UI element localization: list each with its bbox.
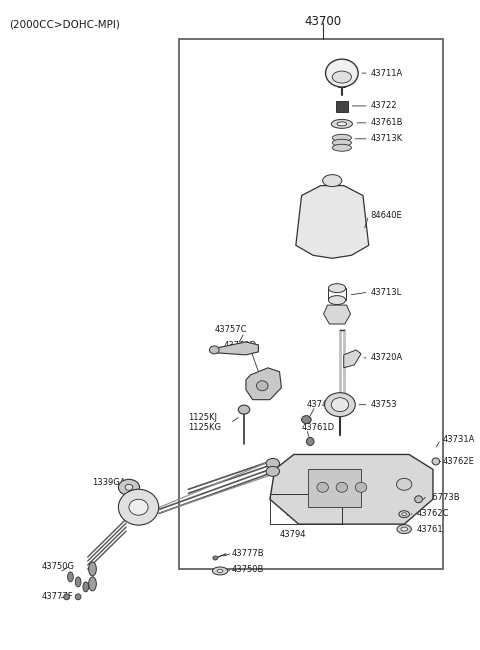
Bar <box>179 39 443 569</box>
Text: 43743D: 43743D <box>306 400 339 409</box>
Ellipse shape <box>399 511 409 517</box>
Text: 43720A: 43720A <box>371 354 403 362</box>
Ellipse shape <box>336 482 348 492</box>
Ellipse shape <box>217 569 223 573</box>
Ellipse shape <box>306 437 314 445</box>
Ellipse shape <box>328 296 346 305</box>
Text: 43750B: 43750B <box>231 566 264 575</box>
Text: 43762E: 43762E <box>443 457 474 466</box>
Text: 43700: 43700 <box>304 16 341 29</box>
Text: 1125KJ: 1125KJ <box>189 413 217 422</box>
Text: 43731A: 43731A <box>443 435 475 444</box>
Ellipse shape <box>332 135 351 141</box>
Text: 43761B: 43761B <box>371 118 403 127</box>
Text: 84640E: 84640E <box>371 211 402 220</box>
Text: 43753: 43753 <box>371 400 397 409</box>
Text: 43761: 43761 <box>417 525 444 534</box>
Ellipse shape <box>212 567 228 575</box>
Text: 46773B: 46773B <box>427 493 460 502</box>
Text: 43777F: 43777F <box>42 592 73 601</box>
Ellipse shape <box>337 122 347 126</box>
Text: 43750G: 43750G <box>42 562 75 571</box>
Ellipse shape <box>125 484 133 490</box>
Ellipse shape <box>119 489 159 525</box>
Ellipse shape <box>266 467 279 476</box>
Text: 43762C: 43762C <box>417 509 449 517</box>
Ellipse shape <box>89 577 96 591</box>
Text: 43713L: 43713L <box>371 288 402 296</box>
Polygon shape <box>344 350 361 368</box>
Ellipse shape <box>401 527 408 531</box>
Ellipse shape <box>256 381 268 391</box>
Ellipse shape <box>331 120 352 128</box>
Text: 43780A: 43780A <box>303 485 336 494</box>
Ellipse shape <box>238 405 250 414</box>
Bar <box>270 494 342 524</box>
Text: 43794: 43794 <box>279 530 306 539</box>
Ellipse shape <box>415 496 422 502</box>
Bar <box>336 101 348 112</box>
Polygon shape <box>246 368 281 400</box>
Text: 43722: 43722 <box>371 101 397 111</box>
Ellipse shape <box>396 478 412 490</box>
Ellipse shape <box>129 499 148 515</box>
Ellipse shape <box>332 71 351 83</box>
Ellipse shape <box>209 346 219 354</box>
Text: 43757C: 43757C <box>214 326 247 335</box>
Polygon shape <box>296 186 369 258</box>
Ellipse shape <box>323 175 342 187</box>
Ellipse shape <box>332 144 351 151</box>
Ellipse shape <box>83 582 89 592</box>
Ellipse shape <box>324 393 355 417</box>
Ellipse shape <box>397 525 411 534</box>
Polygon shape <box>324 305 350 324</box>
Polygon shape <box>217 342 258 355</box>
Text: 1125KG: 1125KG <box>189 423 221 432</box>
Ellipse shape <box>355 482 367 492</box>
Text: 43777B: 43777B <box>231 549 264 558</box>
Text: 43760D: 43760D <box>224 341 257 350</box>
Text: 43761D: 43761D <box>301 423 335 432</box>
Ellipse shape <box>317 482 328 492</box>
Text: 43713K: 43713K <box>371 135 403 143</box>
Ellipse shape <box>68 572 73 582</box>
Ellipse shape <box>75 594 81 600</box>
Text: 1339GA: 1339GA <box>93 478 126 487</box>
Ellipse shape <box>266 458 279 469</box>
Ellipse shape <box>89 562 96 576</box>
Ellipse shape <box>75 577 81 587</box>
Bar <box>308 469 361 507</box>
Ellipse shape <box>213 556 217 560</box>
Text: 43796: 43796 <box>286 510 313 519</box>
Ellipse shape <box>332 139 351 146</box>
Text: (2000CC>DOHC-MPI): (2000CC>DOHC-MPI) <box>9 20 120 29</box>
Ellipse shape <box>328 283 346 292</box>
Text: 43711A: 43711A <box>371 69 403 77</box>
Ellipse shape <box>432 458 440 465</box>
Ellipse shape <box>64 594 70 600</box>
Ellipse shape <box>119 479 140 495</box>
Ellipse shape <box>301 415 311 424</box>
Ellipse shape <box>331 398 348 411</box>
Ellipse shape <box>402 513 407 515</box>
Polygon shape <box>270 454 433 524</box>
Ellipse shape <box>325 59 358 87</box>
